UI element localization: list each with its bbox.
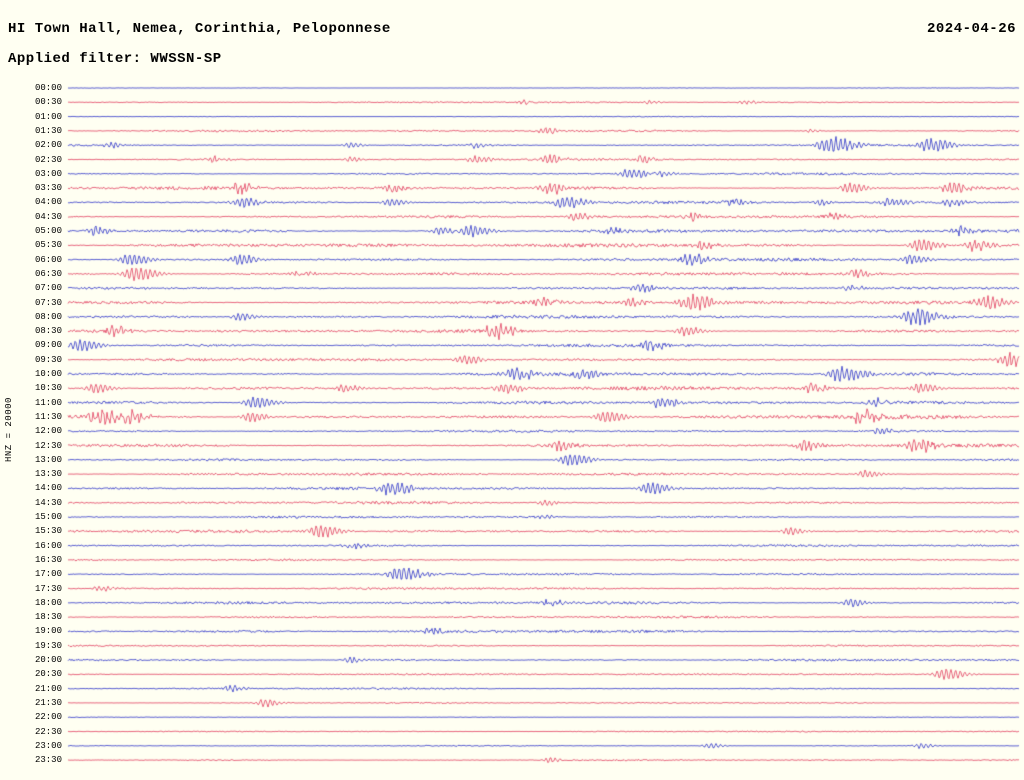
time-label: 08:00	[34, 311, 62, 322]
time-label: 23:30	[34, 755, 62, 766]
time-label: 05:00	[34, 226, 62, 236]
time-label: 09:30	[34, 354, 62, 365]
time-label: 11:30	[34, 411, 62, 422]
time-label: 13:30	[34, 469, 62, 480]
time-label: 07:30	[34, 297, 62, 308]
time-label: 14:00	[34, 483, 62, 494]
time-label: 17:30	[34, 583, 62, 594]
time-label: 14:30	[34, 497, 62, 508]
time-label: 16:30	[34, 554, 62, 565]
date-label: 2024-04-26	[926, 21, 1016, 37]
time-label: 01:30	[34, 125, 62, 136]
time-label: 20:30	[34, 669, 62, 680]
time-label: 03:00	[34, 168, 62, 179]
time-label: 12:30	[34, 440, 62, 451]
time-label: 08:30	[34, 326, 62, 337]
time-label: 04:30	[34, 211, 62, 222]
station-title: HI Town Hall, Nemea, Corinthia, Peloponn…	[8, 21, 391, 37]
time-label: 21:00	[34, 683, 62, 694]
time-label: 12:00	[34, 426, 62, 437]
time-label: 22:00	[34, 712, 62, 723]
time-label: 18:30	[34, 612, 62, 623]
time-label: 18:00	[34, 597, 62, 608]
time-label: 19:30	[34, 640, 62, 651]
time-label: 03:30	[34, 183, 62, 194]
time-label: 00:30	[34, 97, 62, 108]
time-label: 01:00	[34, 111, 62, 122]
time-label: 00:00	[34, 83, 62, 93]
time-label: 06:00	[34, 254, 62, 265]
time-label: 23:00	[34, 740, 62, 751]
time-label: 15:00	[34, 512, 62, 522]
time-label: 10:00	[34, 369, 62, 379]
time-label: 06:30	[34, 268, 62, 279]
filter-label: Applied filter: WWSSN-SP	[8, 51, 222, 67]
time-label: 20:00	[34, 655, 62, 665]
channel-scale-label: HNZ = 20000	[4, 397, 14, 462]
time-label: 02:30	[34, 154, 62, 165]
time-label: 02:00	[34, 140, 62, 151]
time-label: 17:00	[34, 569, 62, 580]
time-label: 19:00	[34, 626, 62, 637]
time-label: 07:00	[34, 283, 62, 294]
time-label: 22:30	[34, 726, 62, 737]
time-label: 09:00	[34, 340, 62, 351]
time-label: 13:00	[34, 454, 62, 465]
time-label: 10:30	[34, 383, 62, 394]
time-label: 15:30	[34, 526, 62, 537]
time-label: 16:00	[34, 540, 62, 551]
time-label: 11:00	[34, 397, 62, 408]
time-label: 04:00	[34, 197, 62, 208]
time-label: 21:30	[34, 697, 62, 708]
time-label: 05:30	[34, 240, 62, 251]
